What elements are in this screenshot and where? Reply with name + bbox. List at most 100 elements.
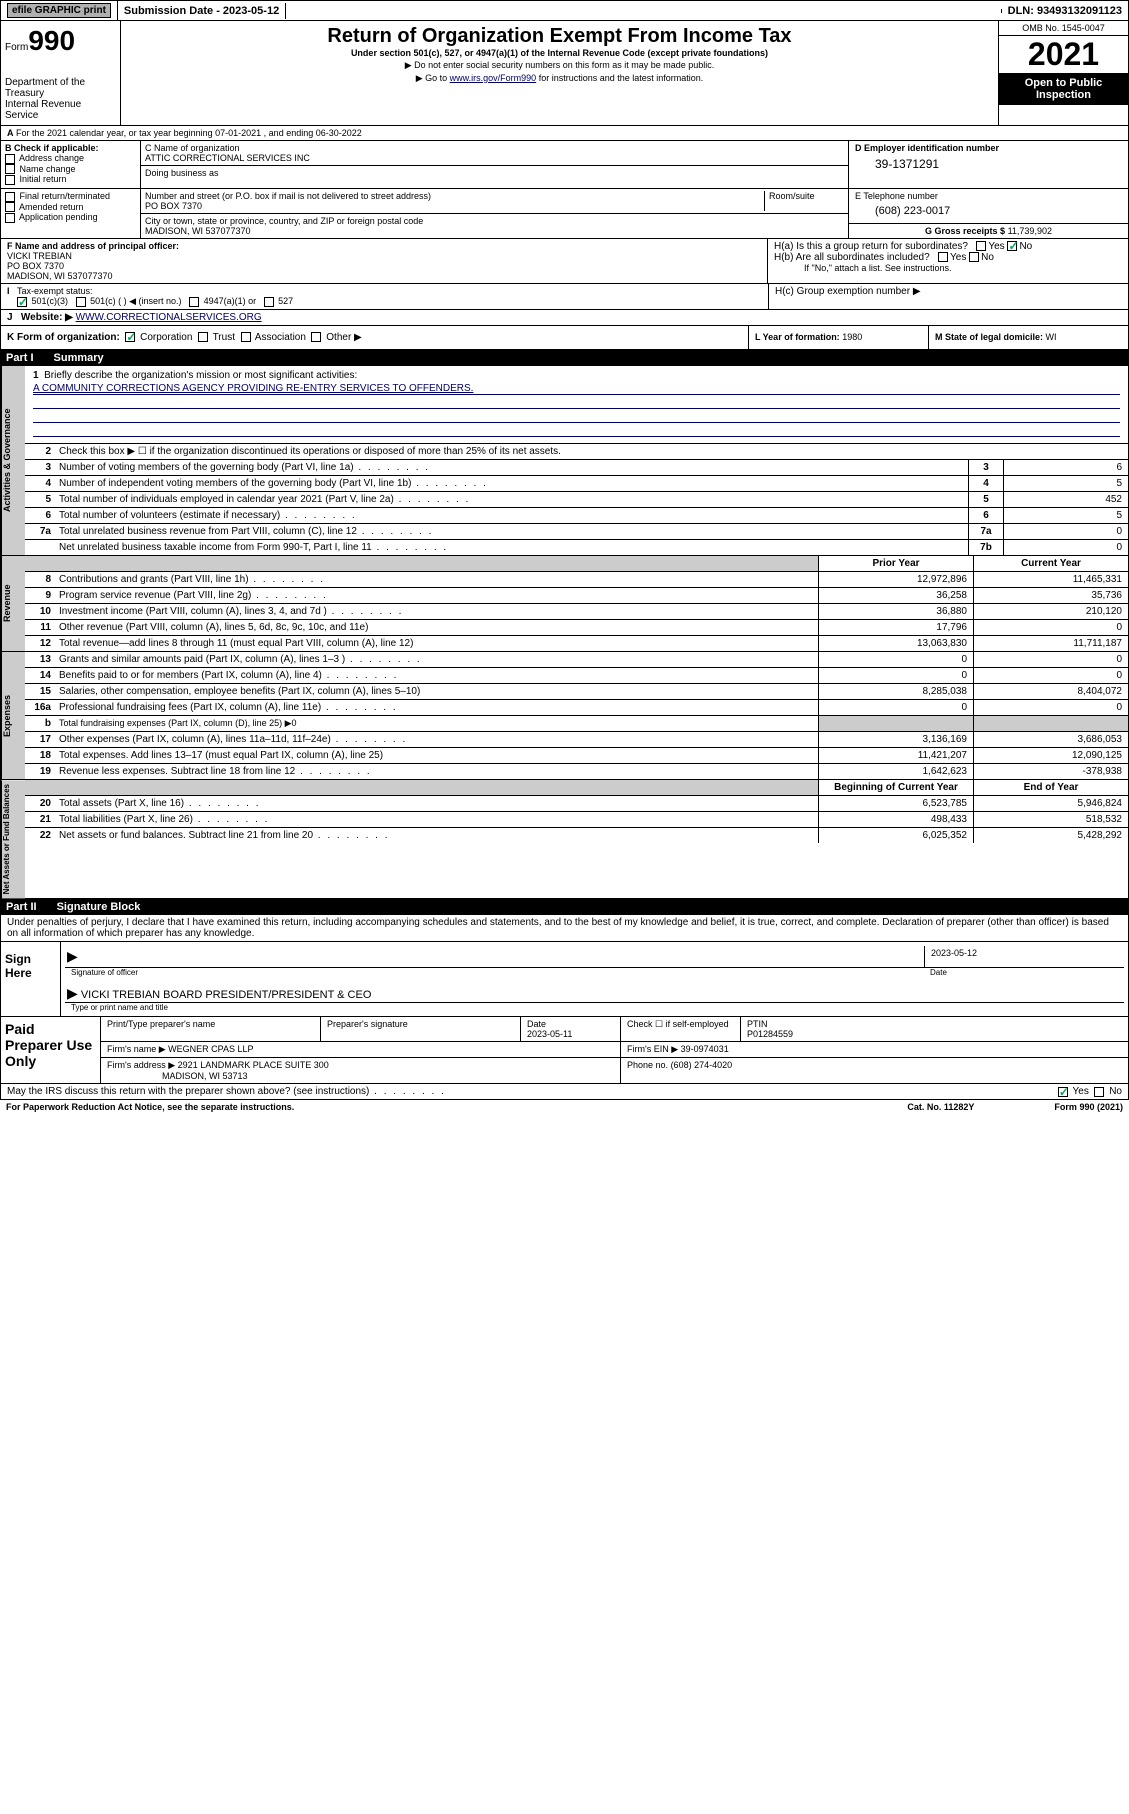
check-initial-return[interactable] xyxy=(5,175,15,185)
hb-yes[interactable] xyxy=(938,252,948,262)
prep-sig-label: Preparer's signature xyxy=(321,1017,521,1041)
line17-curr: 3,686,053 xyxy=(973,732,1128,747)
section-l-label: L Year of formation: xyxy=(755,332,840,342)
line16a-curr: 0 xyxy=(973,700,1128,715)
officer-addr2: MADISON, WI 537077370 xyxy=(7,271,113,281)
hb-no[interactable] xyxy=(969,252,979,262)
sign-here-row: Sign Here ▶2023-05-12 Signature of offic… xyxy=(0,942,1129,1017)
omb-number: OMB No. 1545-0047 xyxy=(999,21,1128,36)
line12-prior: 13,063,830 xyxy=(818,636,973,651)
line14-curr: 0 xyxy=(973,668,1128,683)
website-label: Website: ▶ xyxy=(21,312,73,323)
check-address-change[interactable] xyxy=(5,154,15,164)
street-label: Number and street (or P.O. box if mail i… xyxy=(145,191,431,201)
cat-no: Cat. No. 11282Y xyxy=(907,1102,974,1112)
bottom-line: For Paperwork Reduction Act Notice, see … xyxy=(0,1100,1129,1114)
section-c-label: C Name of organization xyxy=(145,143,240,153)
ha-no[interactable] xyxy=(1007,241,1017,251)
prep-date-label: Date xyxy=(527,1019,546,1029)
line16a: Professional fundraising fees (Part IX, … xyxy=(55,700,818,715)
form-prefix: Form xyxy=(5,42,28,53)
submission-date: Submission Date - 2023-05-12 xyxy=(118,3,286,19)
line21: Total liabilities (Part X, line 26) xyxy=(55,812,818,827)
check-501c[interactable] xyxy=(76,297,86,307)
line13-prior: 0 xyxy=(818,652,973,667)
check-trust[interactable] xyxy=(198,332,208,342)
section-f-label: F Name and address of principal officer: xyxy=(7,241,179,251)
top-bar: efile GRAPHIC print Submission Date - 20… xyxy=(0,0,1129,21)
line15-prior: 8,285,038 xyxy=(818,684,973,699)
city-label: City or town, state or province, country… xyxy=(145,216,423,226)
line20: Total assets (Part X, line 16) xyxy=(55,796,818,811)
discuss-yes[interactable] xyxy=(1058,1087,1068,1097)
check-527[interactable] xyxy=(264,297,274,307)
begin-year-header: Beginning of Current Year xyxy=(818,780,973,795)
line21-curr: 518,532 xyxy=(973,812,1128,827)
part2-header: Part II Signature Block xyxy=(0,899,1129,915)
line22-prior: 6,025,352 xyxy=(818,828,973,843)
line2: Check this box ▶ ☐ if the organization d… xyxy=(55,444,1128,459)
line15-curr: 8,404,072 xyxy=(973,684,1128,699)
vert-activities: Activities & Governance xyxy=(1,366,25,555)
end-year-header: End of Year xyxy=(973,780,1128,795)
line14-prior: 0 xyxy=(818,668,973,683)
line10-curr: 210,120 xyxy=(973,604,1128,619)
h-b-label: H(b) Are all subordinates included? xyxy=(774,252,930,263)
check-other[interactable] xyxy=(311,332,321,342)
form-subtitle: Under section 501(c), 527, or 4947(a)(1)… xyxy=(125,48,994,58)
check-final-return[interactable] xyxy=(5,192,15,202)
date-label: Date xyxy=(924,968,1124,977)
check-app-pending[interactable] xyxy=(5,213,15,223)
irs-link[interactable]: www.irs.gov/Form990 xyxy=(450,73,537,83)
h-a-label: H(a) Is this a group return for subordin… xyxy=(774,241,968,252)
check-501c3[interactable] xyxy=(17,297,27,307)
line6-val: 5 xyxy=(1003,508,1128,523)
check-name-change[interactable] xyxy=(5,164,15,174)
line15: Salaries, other compensation, employee b… xyxy=(55,684,818,699)
check-corp[interactable] xyxy=(125,332,135,342)
check-4947[interactable] xyxy=(189,297,199,307)
line12-curr: 11,711,187 xyxy=(973,636,1128,651)
vert-net-assets: Net Assets or Fund Balances xyxy=(1,780,25,898)
firm-ein-label: Firm's EIN ▶ xyxy=(627,1044,678,1054)
check-assoc[interactable] xyxy=(241,332,251,342)
activities-governance-section: Activities & Governance 1 Briefly descri… xyxy=(0,366,1129,556)
year-formation: 1980 xyxy=(842,332,862,342)
section-klm: K Form of organization: Corporation Trus… xyxy=(0,326,1129,350)
line13: Grants and similar amounts paid (Part IX… xyxy=(55,652,818,667)
section-i-label: Tax-exempt status: xyxy=(17,286,93,296)
discuss-no[interactable] xyxy=(1094,1087,1104,1097)
check-amended[interactable] xyxy=(5,202,15,212)
section-k-label: K Form of organization: xyxy=(7,332,120,343)
dln: DLN: 93493132091123 xyxy=(1002,3,1128,19)
sig-date: 2023-05-12 xyxy=(931,948,977,958)
line22-curr: 5,428,292 xyxy=(973,828,1128,843)
efile-print-button[interactable]: efile GRAPHIC print xyxy=(7,3,111,18)
line9-curr: 35,736 xyxy=(973,588,1128,603)
firm-phone: (608) 274-4020 xyxy=(671,1060,733,1070)
line19: Revenue less expenses. Subtract line 18 … xyxy=(55,764,818,779)
line17: Other expenses (Part IX, column (A), lin… xyxy=(55,732,818,747)
paperwork-notice: For Paperwork Reduction Act Notice, see … xyxy=(6,1102,907,1112)
tax-year-range: For the 2021 calendar year, or tax year … xyxy=(16,128,362,138)
line7a: Total unrelated business revenue from Pa… xyxy=(55,524,968,539)
firm-addr2: MADISON, WI 53713 xyxy=(162,1071,248,1081)
line19-curr: -378,938 xyxy=(973,764,1128,779)
firm-phone-label: Phone no. xyxy=(627,1060,668,1070)
form-number: 990 xyxy=(28,25,75,56)
ha-yes[interactable] xyxy=(976,241,986,251)
line20-prior: 6,523,785 xyxy=(818,796,973,811)
org-name: ATTIC CORRECTIONAL SERVICES INC xyxy=(145,153,310,163)
officer-name: VICKI TREBIAN xyxy=(7,251,72,261)
form-title: Return of Organization Exempt From Incom… xyxy=(125,25,994,48)
line16b: Total fundraising expenses (Part IX, col… xyxy=(55,716,818,731)
instruction-line-2: ▶ Go to www.irs.gov/Form990 for instruct… xyxy=(125,73,994,84)
dept-treasury: Department of the Treasury xyxy=(5,77,116,99)
line4-val: 5 xyxy=(1003,476,1128,491)
website-link[interactable]: WWW.CORRECTIONALSERVICES.ORG xyxy=(76,312,262,323)
prior-year-header: Prior Year xyxy=(818,556,973,571)
part1-header: Part I Summary xyxy=(0,350,1129,366)
firm-addr1: 2921 LANDMARK PLACE SUITE 300 xyxy=(178,1060,329,1070)
line7b-val: 0 xyxy=(1003,540,1128,555)
line11-prior: 17,796 xyxy=(818,620,973,635)
